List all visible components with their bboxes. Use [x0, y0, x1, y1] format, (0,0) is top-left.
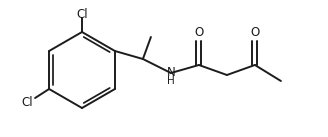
- Text: Cl: Cl: [76, 8, 88, 21]
- Text: N: N: [167, 66, 175, 79]
- Text: Cl: Cl: [21, 96, 33, 109]
- Text: O: O: [194, 26, 204, 39]
- Text: H: H: [167, 76, 175, 86]
- Text: O: O: [250, 26, 259, 39]
